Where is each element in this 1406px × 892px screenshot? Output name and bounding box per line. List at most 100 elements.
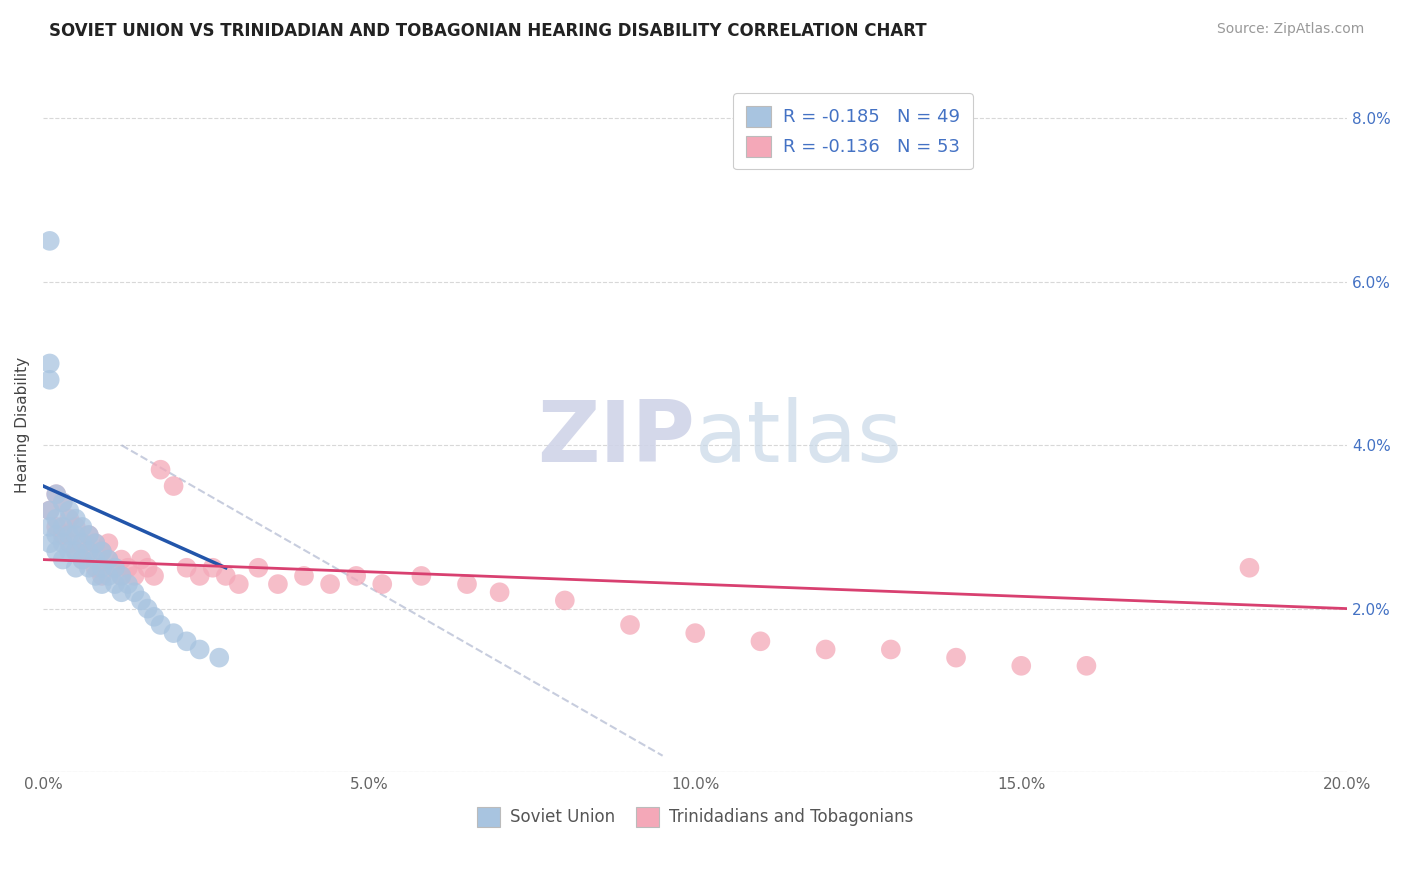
Point: [90, 577, 112, 591]
Point: [58, 528, 80, 542]
Point: [1239, 560, 1261, 574]
Point: [77, 560, 100, 574]
Point: [136, 560, 159, 574]
Point: [411, 569, 433, 583]
Point: [52, 552, 75, 566]
Point: [749, 634, 772, 648]
Point: [58, 544, 80, 558]
Point: [124, 585, 146, 599]
Point: [65, 512, 87, 526]
Point: [129, 552, 152, 566]
Point: [45, 487, 67, 501]
Point: [117, 560, 139, 574]
Point: [72, 552, 94, 566]
Point: [619, 618, 641, 632]
Point: [38, 356, 60, 370]
Point: [97, 552, 120, 566]
Point: [110, 585, 132, 599]
Point: [77, 528, 100, 542]
Point: [77, 544, 100, 558]
Point: [176, 560, 198, 574]
Text: SOVIET UNION VS TRINIDADIAN AND TOBAGONIAN HEARING DISABILITY CORRELATION CHART: SOVIET UNION VS TRINIDADIAN AND TOBAGONI…: [49, 22, 927, 40]
Point: [72, 520, 94, 534]
Point: [143, 569, 166, 583]
Point: [52, 495, 75, 509]
Point: [814, 642, 837, 657]
Point: [65, 528, 87, 542]
Point: [84, 536, 107, 550]
Point: [880, 642, 903, 657]
Point: [215, 569, 238, 583]
Text: atlas: atlas: [695, 397, 903, 480]
Point: [208, 650, 231, 665]
Point: [45, 520, 67, 534]
Point: [52, 536, 75, 550]
Y-axis label: Hearing Disability: Hearing Disability: [15, 357, 30, 492]
Point: [488, 585, 510, 599]
Point: [65, 544, 87, 558]
Point: [72, 552, 94, 566]
Point: [38, 520, 60, 534]
Point: [104, 577, 127, 591]
Point: [110, 569, 132, 583]
Point: [38, 373, 60, 387]
Point: [104, 560, 127, 574]
Point: [97, 552, 120, 566]
Point: [58, 536, 80, 550]
Point: [110, 552, 132, 566]
Point: [162, 626, 184, 640]
Point: [149, 463, 172, 477]
Point: [97, 536, 120, 550]
Point: [52, 520, 75, 534]
Point: [84, 536, 107, 550]
Point: [38, 536, 60, 550]
Point: [90, 544, 112, 558]
Point: [38, 234, 60, 248]
Point: [945, 650, 967, 665]
Point: [247, 560, 270, 574]
Text: ZIP: ZIP: [537, 397, 695, 480]
Point: [683, 626, 706, 640]
Point: [45, 528, 67, 542]
Point: [371, 577, 394, 591]
Point: [267, 577, 290, 591]
Point: [65, 560, 87, 574]
Point: [84, 560, 107, 574]
Point: [1076, 658, 1098, 673]
Point: [149, 618, 172, 632]
Point: [72, 536, 94, 550]
Point: [45, 487, 67, 501]
Point: [65, 544, 87, 558]
Point: [143, 609, 166, 624]
Point: [90, 569, 112, 583]
Point: [84, 569, 107, 583]
Point: [228, 577, 250, 591]
Point: [554, 593, 576, 607]
Point: [456, 577, 478, 591]
Point: [52, 528, 75, 542]
Point: [97, 569, 120, 583]
Point: [129, 593, 152, 607]
Point: [1010, 658, 1032, 673]
Point: [136, 601, 159, 615]
Point: [90, 560, 112, 574]
Legend: Soviet Union, Trinidadians and Tobagonians: Soviet Union, Trinidadians and Tobagonia…: [471, 801, 920, 833]
Point: [84, 552, 107, 566]
Point: [124, 569, 146, 583]
Point: [188, 642, 211, 657]
Point: [38, 503, 60, 517]
Point: [45, 544, 67, 558]
Point: [72, 536, 94, 550]
Point: [104, 560, 127, 574]
Point: [344, 569, 367, 583]
Point: [58, 512, 80, 526]
Point: [45, 512, 67, 526]
Point: [188, 569, 211, 583]
Point: [52, 495, 75, 509]
Point: [77, 528, 100, 542]
Point: [162, 479, 184, 493]
Point: [77, 544, 100, 558]
Point: [65, 520, 87, 534]
Point: [110, 569, 132, 583]
Point: [117, 577, 139, 591]
